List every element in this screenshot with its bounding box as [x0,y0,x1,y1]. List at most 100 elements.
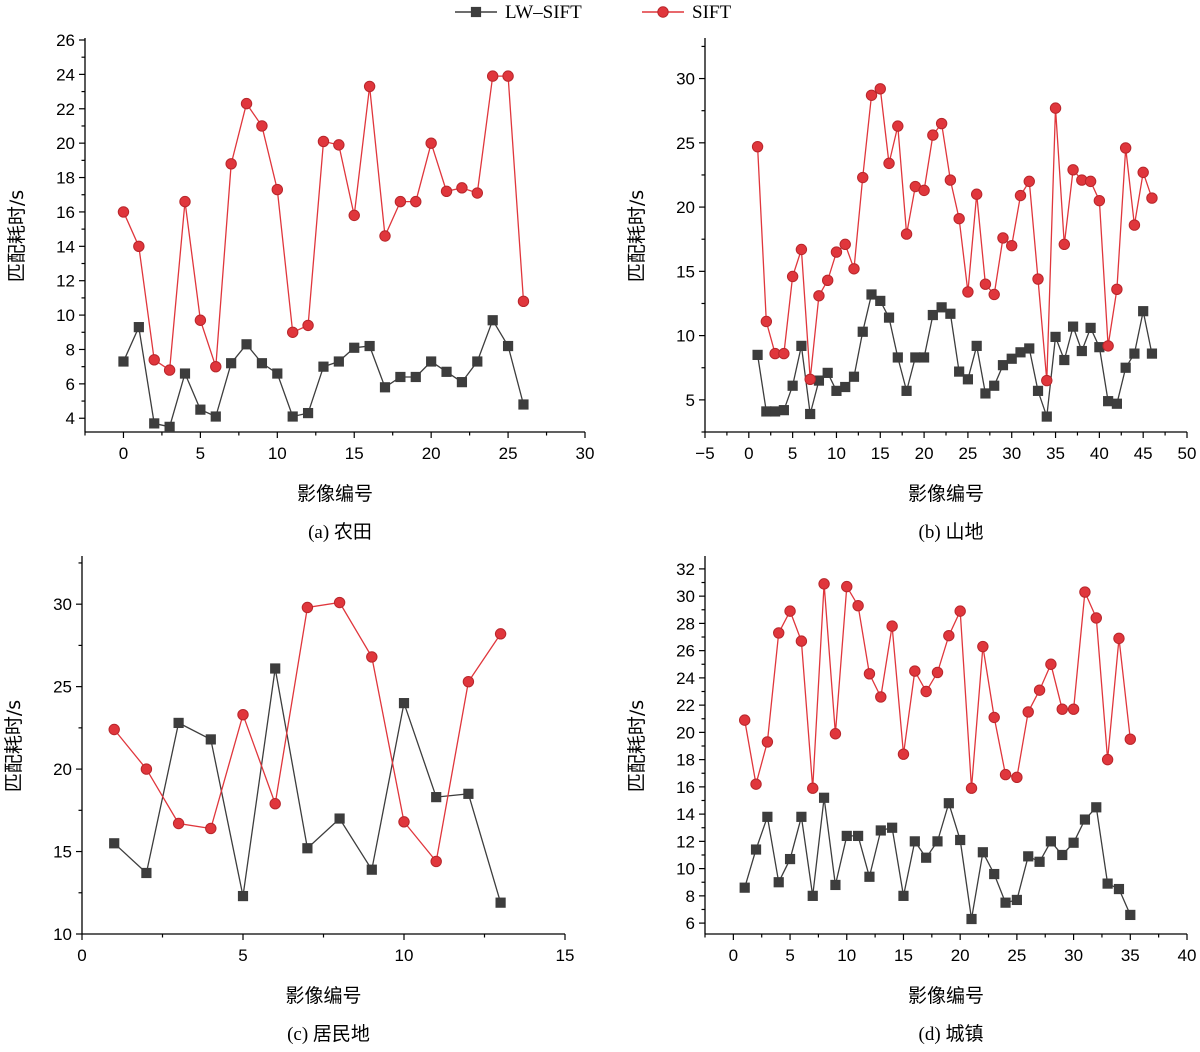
data-point [334,813,345,824]
data-point [886,620,898,632]
y-tick-label: 16 [676,778,695,797]
data-point [1084,175,1097,188]
data-point [463,788,474,799]
x-tick-label: 40 [1090,444,1109,463]
series-sift [751,83,1158,387]
y-tick-label: 12 [56,272,75,291]
data-point [1024,343,1035,354]
data-point [1050,331,1061,342]
legend-item-sift: SIFT [642,2,731,23]
y-tick-label: 15 [676,262,695,281]
x-tick-label: −5 [695,444,714,463]
data-point [271,183,284,196]
data-point [348,209,360,222]
data-point [1056,703,1068,715]
data-point [1045,836,1057,847]
data-point [366,864,377,875]
data-point [518,399,529,410]
data-point [240,97,253,110]
data-point [935,117,948,130]
data-point [1093,194,1106,207]
x-tick-label: 10 [827,444,846,463]
y-tick-label: 20 [676,198,695,217]
data-point [841,830,852,842]
series-line [113,668,502,903]
data-point [853,830,864,842]
chart-panel-b: −5 0 5 10 15 20 25 30 35 40 45 50 5 10 15 20 25 30 影像编号 匹配耗… [626,38,1196,543]
data-point [773,877,784,888]
legend-item-lw-sift: LW–SIFT [455,2,582,23]
x-tick-label: 0 [77,946,86,965]
data-point [829,728,842,740]
data-point [462,675,475,688]
data-point [270,663,281,674]
data-point [364,340,375,352]
data-point [287,411,298,422]
y-tick-label: 22 [676,696,695,715]
data-point [1041,374,1053,387]
x-tick-label: 30 [1064,946,1083,965]
data-point [302,843,313,854]
data-point [1023,175,1035,188]
data-point [762,811,773,822]
data-point [1111,283,1123,296]
data-point [1138,306,1149,317]
data-point [1045,658,1057,670]
y-tick-label: 16 [56,203,75,222]
data-point [770,406,781,417]
data-point [901,385,912,396]
series-sift [117,70,530,376]
data-point [943,629,955,642]
data-point [1068,837,1079,848]
data-point [955,834,966,846]
data-point [502,340,514,352]
data-point [738,714,751,726]
data-point [997,360,1009,371]
data-point [813,290,825,302]
y-tick-label: 14 [56,237,75,256]
data-point [441,366,452,377]
data-point [874,83,886,95]
data-point [945,308,956,319]
data-point [494,628,507,640]
data-point [787,380,798,391]
data-point [898,890,909,901]
data-point [883,157,895,170]
data-point [954,366,965,377]
data-point [1067,321,1079,332]
series-line [113,601,502,863]
data-point [210,411,221,422]
data-point [1085,322,1096,333]
data-point [932,836,943,847]
data-point [1006,239,1018,252]
x-tick-label: 25 [1007,946,1026,965]
data-point [456,377,468,388]
data-point [909,836,920,847]
data-point [256,120,268,132]
data-point [108,723,120,736]
x-axis-title: 影像编号 [908,985,984,1007]
data-point [830,879,841,891]
y-tick-label: 10 [56,306,75,325]
chart-panel-d: 0 5 10 15 20 25 30 35 40 6 8 10 12 14 16 18 20 22 24 26 28 30… [626,556,1196,1045]
data-point [1101,753,1114,766]
data-point [456,182,468,194]
data-point [117,206,130,218]
x-tick-label: 20 [422,444,441,463]
data-point [1032,385,1044,396]
data-point [148,354,160,366]
data-point [398,698,410,709]
y-tick-label: 22 [56,100,75,119]
data-point [179,195,191,208]
y-axis-title: 匹配耗时/s [6,190,28,282]
y-tick-label: 15 [53,843,72,862]
data-point [225,158,237,170]
data-point [761,736,774,748]
data-point [866,289,877,300]
data-point [133,240,145,253]
data-point [1120,362,1131,373]
data-point [237,708,249,721]
data-point [431,792,442,803]
y-tick-label: 30 [676,70,695,89]
data-point [1079,586,1091,598]
